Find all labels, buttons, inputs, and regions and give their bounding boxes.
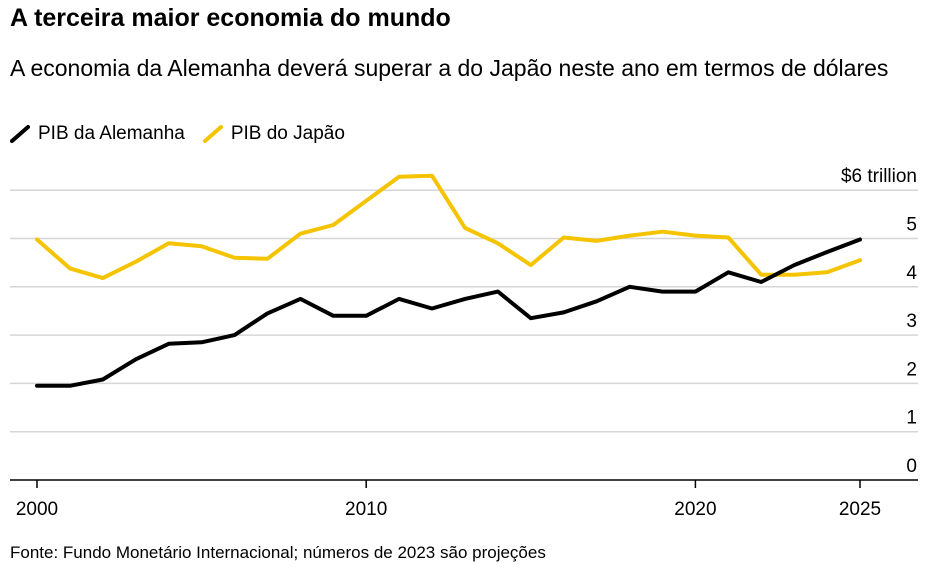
y-tick-label-6: $6 trillion [841,166,917,187]
y-tick-label-3: 3 [906,311,917,332]
x-tick-label-2000: 2000 [16,499,58,520]
series-line-germany [35,237,862,388]
legend-label-germany: PIB da Alemanha [38,123,185,144]
x-tick-label-2020: 2020 [674,499,716,520]
chart-subtitle: A economia da Alemanha deverá superar a … [10,55,889,81]
y-tick-label-5: 5 [906,215,917,236]
y-tick-label-0: 0 [906,456,917,477]
legend: PIB da Alemanha PIB do Japão [10,123,363,145]
legend-item-germany: PIB da Alemanha [10,123,185,145]
y-tick-label-1: 1 [906,408,917,429]
series-line-japan [35,173,862,281]
x-tick-label-2010: 2010 [345,499,387,520]
source-note: Fonte: Fundo Monetário Internacional; nú… [10,543,546,562]
y-tick-label-2: 2 [906,359,917,380]
y-tick-label-4: 4 [906,263,917,284]
legend-swatch-germany [10,125,30,143]
legend-label-japan: PIB do Japão [230,123,345,144]
legend-swatch-japan [202,125,223,143]
x-tick-label-2025: 2025 [839,499,881,520]
chart-title: A terceira maior economia do mundo [10,4,451,32]
legend-item-japan: PIB do Japão [202,123,345,145]
